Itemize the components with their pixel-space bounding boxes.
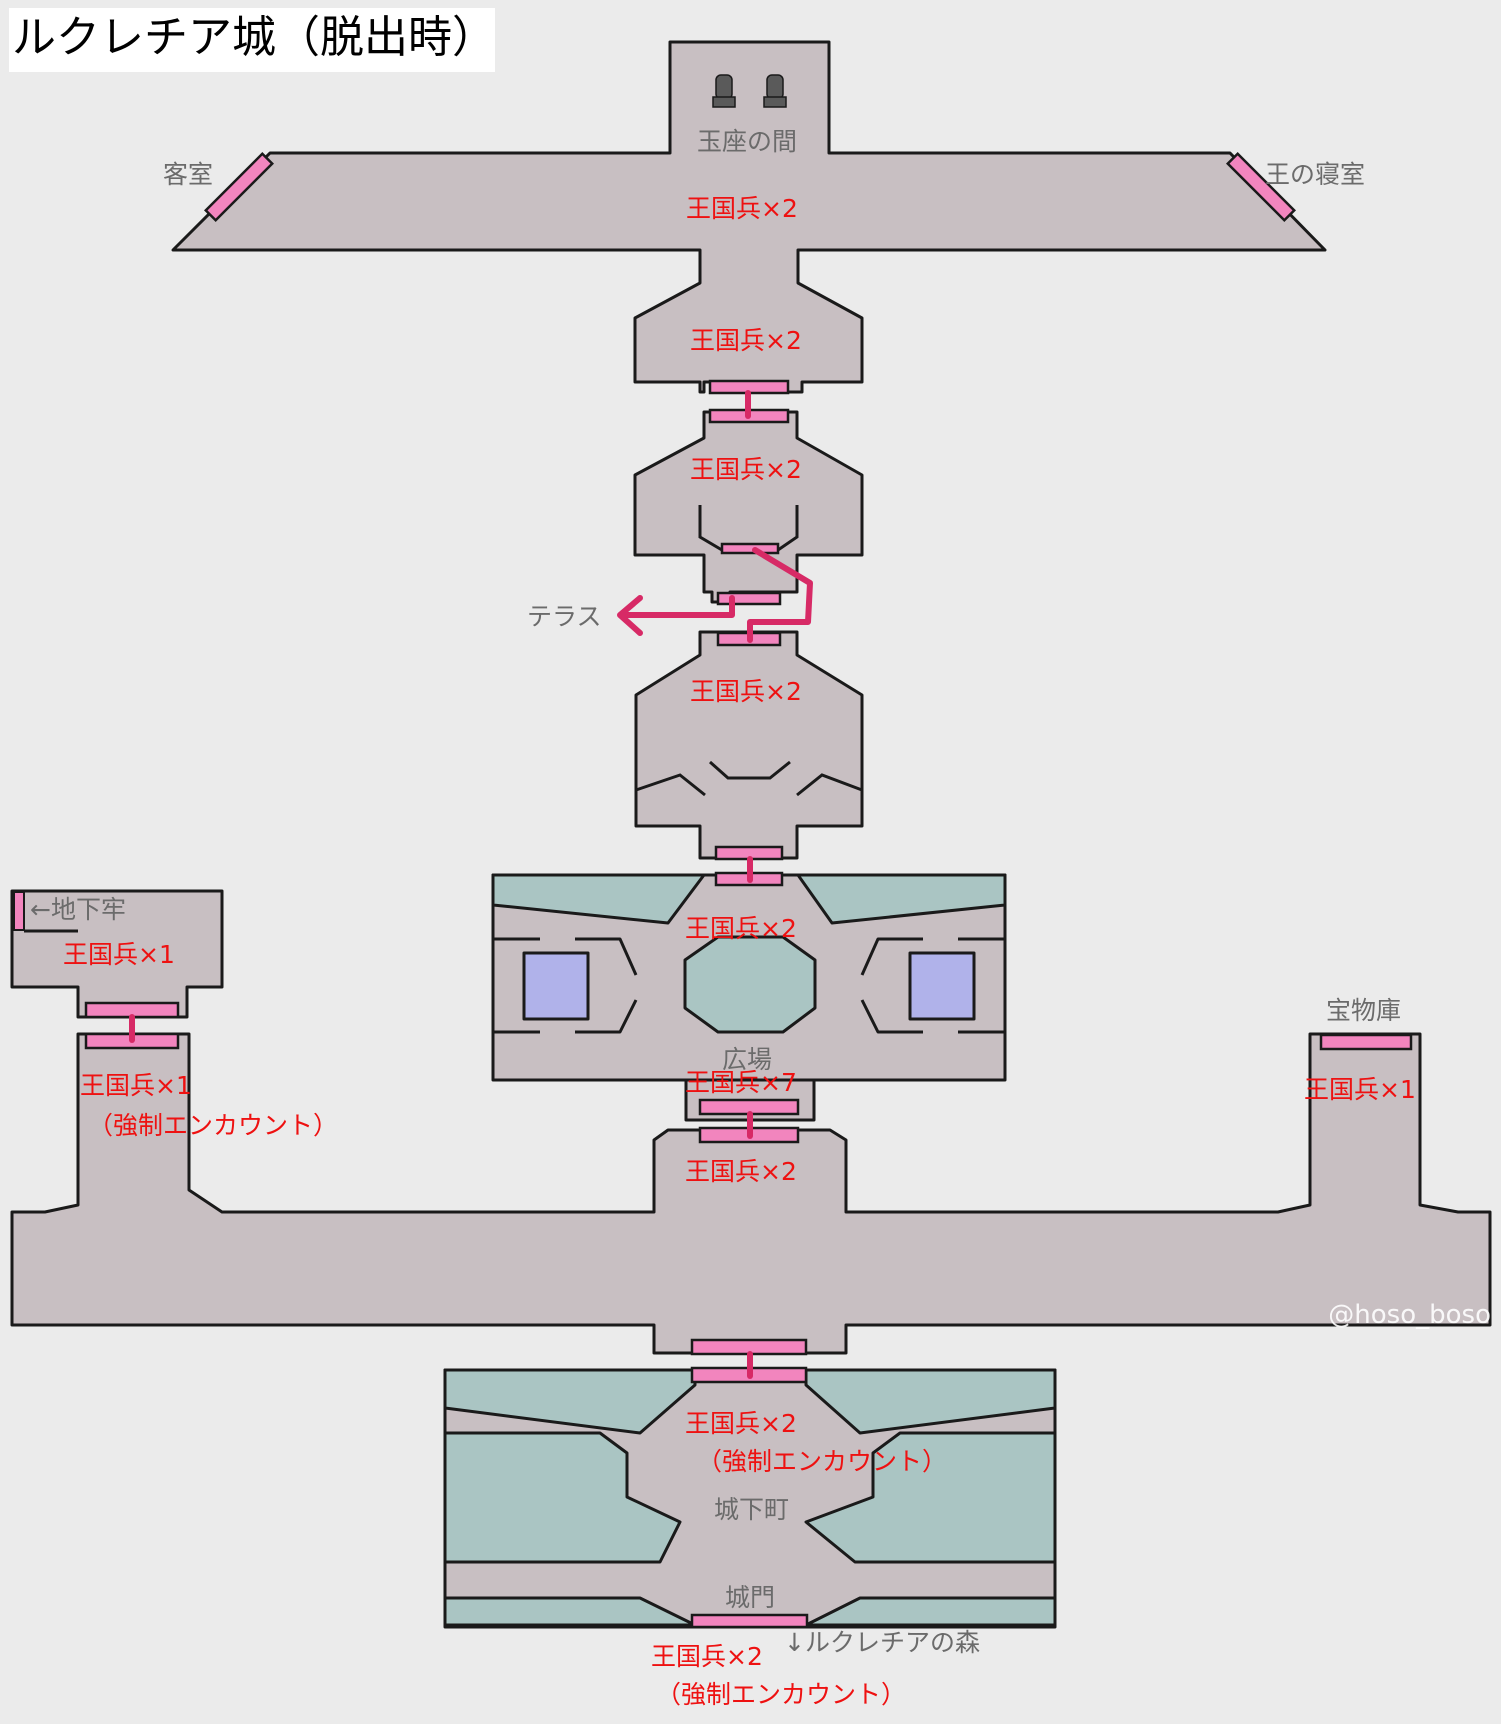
route-arrow-icon bbox=[617, 547, 813, 643]
room-label-town: 城下町 bbox=[714, 1495, 790, 1524]
page-title: ルクレチア城（脱出時） bbox=[12, 12, 496, 63]
enemy-town: 王国兵×2 bbox=[685, 1409, 797, 1438]
doors bbox=[84, 379, 808, 1384]
room-label-king-bedroom: 王の寝室 bbox=[1265, 160, 1366, 189]
enemy-gate: 王国兵×2 bbox=[651, 1642, 763, 1671]
door-2a[interactable] bbox=[720, 542, 780, 555]
enemy-west-tower: 王国兵×1 bbox=[80, 1071, 192, 1100]
door-guest-room[interactable] bbox=[203, 151, 275, 223]
room-label-throne: 玉座の間 bbox=[697, 127, 798, 156]
enemy-dungeon: 王国兵×1 bbox=[63, 940, 175, 969]
enemy-treasury: 王国兵×1 bbox=[1304, 1075, 1416, 1104]
title-box bbox=[9, 8, 495, 72]
forced-encounter-town: （強制エンカウント） bbox=[697, 1447, 948, 1476]
enemy-plaza-bottom: 王国兵×7 bbox=[685, 1068, 797, 1097]
room-label-treasury: 宝物庫 bbox=[1326, 996, 1402, 1025]
forced-encounter-gate: （強制エンカウント） bbox=[656, 1680, 907, 1709]
room-label-gate: 城門 bbox=[725, 1583, 776, 1612]
throne-icon bbox=[712, 74, 736, 108]
corridor-room-2 bbox=[633, 410, 864, 604]
forced-encounter-west-tower: （強制エンカウント） bbox=[88, 1111, 339, 1140]
door-king-bedroom[interactable] bbox=[1225, 151, 1297, 223]
door-connectors bbox=[129, 390, 753, 1379]
castle-town bbox=[443, 1368, 1057, 1629]
room-label-dungeon[interactable]: ←地下牢 bbox=[30, 895, 126, 924]
corridor-room-3-inner-wall-l bbox=[635, 773, 706, 797]
enemy-throne-hall: 王国兵×2 bbox=[686, 194, 798, 223]
corridor-room-3-inner-wall-r bbox=[796, 773, 863, 797]
room-label-terrace[interactable]: テラス bbox=[527, 602, 602, 631]
door-dungeon[interactable] bbox=[13, 891, 25, 931]
enemy-corridor-2: 王国兵×2 bbox=[690, 455, 802, 484]
corridor-room-3-inner-wall-c bbox=[709, 760, 791, 780]
door-2b[interactable] bbox=[716, 591, 782, 606]
room-label-guest: 客室 bbox=[163, 160, 214, 189]
room-label-forest[interactable]: ↓ルクレチアの森 bbox=[784, 1628, 980, 1657]
enemy-great-hall: 王国兵×2 bbox=[685, 1157, 797, 1186]
enemy-corridor-1: 王国兵×2 bbox=[690, 326, 802, 355]
enemy-corridor-3: 王国兵×2 bbox=[690, 677, 802, 706]
enemy-plaza-top: 王国兵×2 bbox=[685, 914, 797, 943]
corridor-room-3 bbox=[634, 630, 864, 860]
plaza bbox=[491, 873, 1007, 1122]
room-label-plaza: 広場 bbox=[722, 1045, 773, 1074]
dungeon-room bbox=[10, 889, 224, 1019]
watermark: @hoso_boso bbox=[1328, 1300, 1491, 1330]
door-castle-gate[interactable] bbox=[690, 1613, 809, 1629]
door-treasury[interactable] bbox=[1319, 1033, 1413, 1051]
throne-icon bbox=[763, 74, 787, 108]
